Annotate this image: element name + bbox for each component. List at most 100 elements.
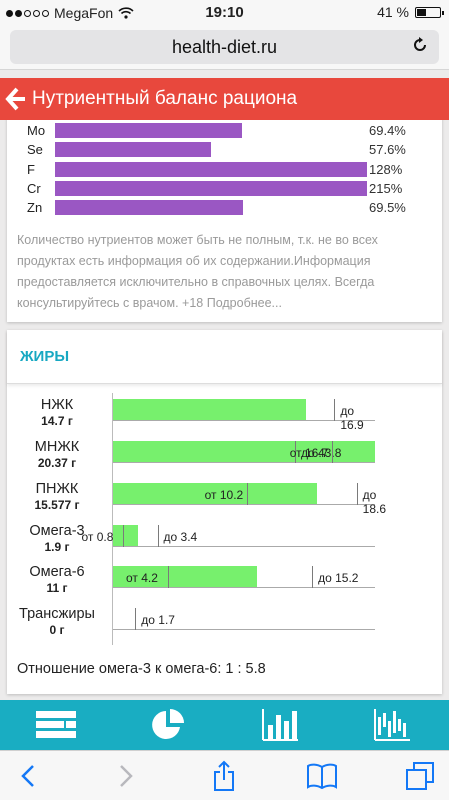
- upper-limit-label: до 15.2: [318, 571, 359, 585]
- fat-row: ПНЖК 15.577 г до 18.6 от 10.2: [7, 480, 442, 520]
- fat-amount: 1.9 г: [44, 540, 70, 554]
- tabs-button[interactable]: [400, 759, 440, 793]
- upper-limit-marker: [295, 441, 296, 463]
- lower-limit-marker: [331, 441, 333, 463]
- back-icon: [21, 765, 34, 787]
- fat-row: МНЖК 20.37 г до 43.8 от 16.7: [7, 438, 442, 478]
- tab-bar-chart[interactable]: [224, 700, 336, 750]
- fat-bar: [113, 525, 138, 546]
- battery-icon: [415, 6, 444, 18]
- address-text[interactable]: health-diet.ru: [171, 37, 278, 57]
- upper-limit-marker: [157, 525, 159, 547]
- upper-limit-marker: [135, 608, 137, 630]
- fats-card-header: ЖИРЫ: [7, 330, 442, 384]
- fat-amount: 0 г: [49, 623, 65, 637]
- reload-icon[interactable]: [411, 36, 429, 54]
- nutrient-row: Mo 69.4%: [7, 121, 442, 140]
- fat-row: Омега-3 1.9 г до 3.4 от 0.8: [7, 522, 442, 562]
- upper-limit-marker: [312, 566, 314, 588]
- status-bar: MegaFon 19:10 41 %: [0, 0, 449, 26]
- balance-chart-icon: [374, 709, 410, 741]
- fat-bar-track: до 15.2 от 4.2: [113, 566, 375, 588]
- signal-icon: [6, 9, 49, 17]
- carrier-info: MegaFon: [6, 5, 134, 21]
- address-bar[interactable]: health-diet.ru: [10, 30, 439, 64]
- nutrient-bar: [55, 162, 367, 177]
- upper-limit-label: до 18.6: [362, 488, 387, 516]
- nutrient-percent: 215%: [369, 181, 403, 196]
- fat-amount: 14.7 г: [41, 414, 73, 428]
- fat-amount: 15.577 г: [34, 498, 80, 512]
- upper-limit-marker: [334, 399, 336, 421]
- bookmarks-button[interactable]: [302, 759, 342, 793]
- omega-ratio: Отношение омега-3 к омега-6: 1 : 5.8: [17, 661, 266, 677]
- fat-row: Омега-6 11 г до 15.2 от 4.2: [7, 563, 442, 603]
- back-button[interactable]: [8, 759, 48, 793]
- tab-balance-chart[interactable]: [336, 700, 448, 750]
- battery-percent: 41 %: [377, 4, 409, 20]
- nutrient-row: F 128%: [7, 160, 442, 179]
- fat-name: Трансжиры: [19, 606, 95, 622]
- bar-chart-icon: [262, 709, 298, 741]
- pie-chart-icon: [152, 709, 184, 739]
- lower-limit-label: от 10.2: [204, 488, 244, 502]
- fats-card: ЖИРЫ НЖК 14.7 г до 16.9 МНЖК 20.37 г до 43.8 о…: [7, 330, 442, 694]
- chart-axis: [112, 393, 113, 645]
- tab-nutrient-list[interactable]: [0, 700, 112, 750]
- nutrient-bar: [55, 142, 211, 157]
- nutrient-percent: 69.4%: [369, 123, 406, 138]
- nutrient-card: Mo 69.4% Se 57.6% F 128% Cr 215% Zn 69.5% Количес…: [7, 114, 442, 322]
- fats-title: ЖИРЫ: [20, 348, 70, 365]
- back-arrow-icon[interactable]: [5, 86, 27, 112]
- tabs-icon: [406, 762, 434, 790]
- nutrient-row: Se 57.6%: [7, 140, 442, 159]
- nutrient-bar: [55, 181, 367, 196]
- fat-name: Омега-3: [29, 523, 85, 539]
- clock: 19:10: [205, 4, 244, 21]
- nutrient-row: Zn 69.5%: [7, 198, 442, 217]
- fat-bar-track: до 18.6 от 10.2: [113, 483, 386, 516]
- fat-row: НЖК 14.7 г до 16.9: [7, 396, 442, 436]
- fat-bar-track: до 1.7: [113, 608, 375, 630]
- nutrient-bar: [55, 123, 243, 138]
- lower-limit-label: от 4.2: [126, 571, 158, 585]
- upper-limit-label: до 3.4: [163, 530, 198, 544]
- bookmarks-icon: [307, 763, 337, 790]
- carrier-name: MegaFon: [54, 5, 114, 21]
- nutrient-label: Cr: [27, 181, 41, 196]
- lower-limit-marker: [168, 566, 170, 588]
- section-tab-bar: [0, 700, 449, 750]
- tab-pie-chart[interactable]: [112, 700, 224, 750]
- upper-limit-marker: [356, 483, 358, 505]
- fat-bar: [113, 399, 306, 420]
- upper-limit-label: до 16.9: [340, 404, 364, 432]
- nutrient-percent: 57.6%: [369, 142, 406, 157]
- share-button[interactable]: [204, 759, 244, 793]
- fat-name: МНЖК: [34, 439, 80, 455]
- nutrient-percent: 128%: [369, 162, 403, 177]
- nutrient-label: Se: [27, 142, 43, 157]
- forward-button[interactable]: [106, 759, 146, 793]
- fat-bar-track: до 16.9: [113, 399, 375, 432]
- lower-limit-label: от 0.8: [81, 530, 114, 544]
- disclaimer-text: Количество нутриентов может быть не полн…: [17, 233, 378, 310]
- battery-info: 41 %: [377, 4, 444, 20]
- fat-name: ПНЖК: [35, 481, 79, 497]
- fat-name: НЖК: [40, 397, 74, 413]
- upper-limit-label: до 1.7: [141, 613, 175, 627]
- fat-bar: [113, 441, 375, 462]
- nutrient-percent: 69.5%: [369, 200, 406, 215]
- wifi-icon: [118, 7, 134, 19]
- fat-row: Трансжиры 0 г до 1.7: [7, 605, 442, 645]
- page-header: Нутриентный баланс рациона: [0, 78, 449, 120]
- browser-toolbar: health-diet.ru: [0, 26, 449, 70]
- fat-bar-track: до 43.8 от 16.7: [113, 441, 375, 463]
- nutrient-bar: [55, 200, 243, 215]
- share-icon: [214, 760, 234, 791]
- list-table-icon: [36, 711, 76, 738]
- forward-icon: [120, 765, 133, 787]
- lower-limit-marker: [246, 483, 248, 505]
- fat-amount: 20.37 г: [37, 456, 77, 470]
- page-title: Нутриентный баланс рациона: [32, 88, 298, 109]
- nutrient-label: F: [27, 162, 35, 177]
